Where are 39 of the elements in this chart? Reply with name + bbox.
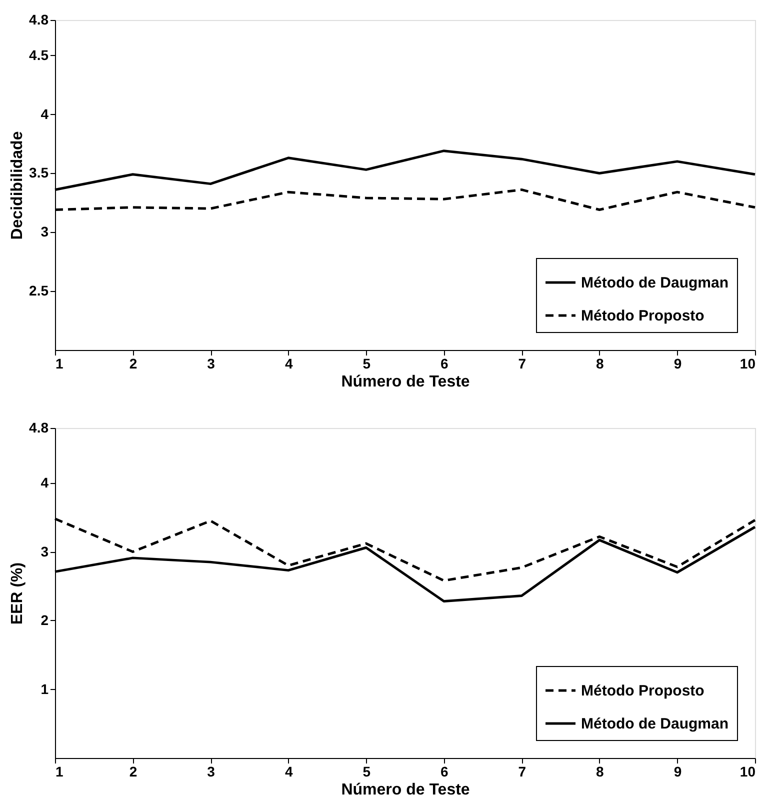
x-tick-label: 3 — [207, 764, 216, 780]
x-tick-label: 7 — [518, 764, 526, 780]
y-tick-label: 4 — [40, 474, 49, 490]
x-tick-label: 9 — [674, 764, 682, 780]
x-tick-label: 2 — [129, 356, 138, 372]
x-tick-label: 4 — [284, 764, 293, 780]
x-tick-label: 8 — [596, 356, 604, 372]
y-tick-label: 3 — [40, 543, 49, 560]
legend-label: Método Proposto — [581, 308, 704, 324]
y-tick-label: 4.5 — [29, 46, 49, 63]
y-tick-label: 1 — [40, 680, 49, 697]
x-tick-label: 3 — [207, 356, 216, 372]
x-tick-label: 5 — [362, 764, 371, 780]
y-tick-label: 2.5 — [29, 282, 49, 299]
x-tick-label: 10 — [740, 764, 756, 780]
y-axis-title: EER (%) — [9, 562, 26, 625]
y-tick-label: 2 — [40, 612, 49, 628]
x-tick-label: 10 — [740, 356, 756, 372]
x-tick-label: 9 — [674, 356, 682, 372]
y-axis-title: Decidibilidade — [9, 131, 26, 240]
x-tick-label: 2 — [129, 764, 138, 780]
x-axis-title: Número de Teste — [341, 374, 470, 390]
y-tick-label: 3.5 — [29, 164, 49, 181]
y-tick-label: 3 — [40, 224, 49, 240]
x-tick-label: 6 — [440, 764, 448, 780]
legend-label: Método de Daugman — [581, 274, 729, 292]
y-tick-label: 4.8 — [29, 420, 49, 436]
x-tick-label: 8 — [596, 764, 604, 780]
y-tick-label: 4 — [40, 106, 49, 122]
y-tick-label: 4.8 — [29, 12, 49, 28]
x-tick-label: 1 — [56, 764, 64, 780]
x-axis-title: Número de Teste — [341, 782, 470, 798]
x-tick-label: 1 — [56, 356, 64, 372]
x-tick-label: 7 — [518, 356, 526, 372]
legend-label: Método de Daugman — [581, 716, 729, 732]
x-tick-label: 4 — [284, 356, 293, 372]
x-tick-label: 6 — [440, 356, 448, 372]
x-tick-label: 5 — [362, 356, 371, 372]
legend-label: Método Proposto — [581, 682, 704, 700]
